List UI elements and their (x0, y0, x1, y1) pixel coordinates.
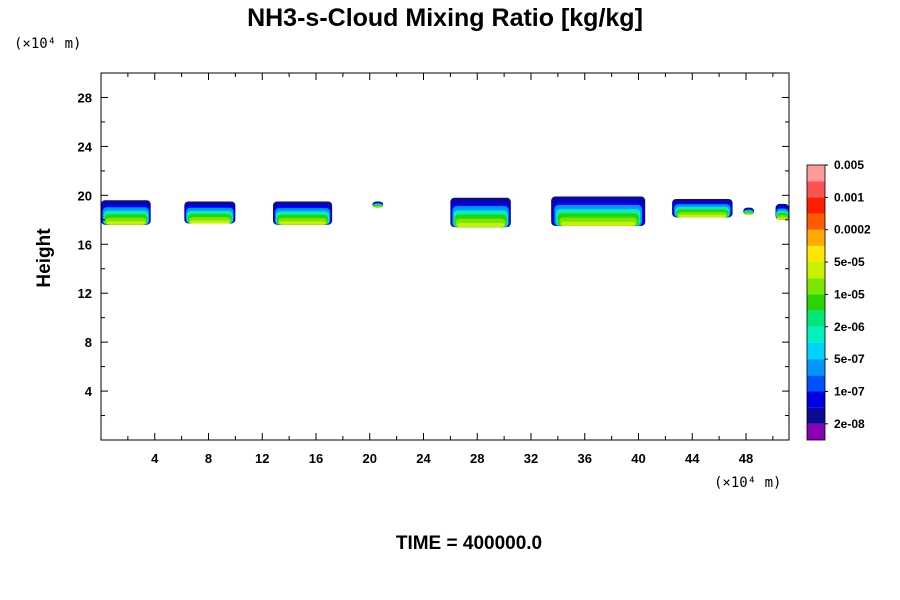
x-tick-label: 16 (309, 451, 323, 466)
colorbar-swatch (807, 342, 825, 360)
x-tick-label: 4 (151, 451, 159, 466)
y-unit-label: (×10⁴ m) (14, 36, 81, 52)
cloud-layer (776, 217, 788, 220)
x-tick-label: 28 (470, 451, 484, 466)
colorbar-swatch (807, 294, 825, 311)
cloud (743, 207, 755, 215)
cloud (184, 201, 236, 224)
chart-title: NH3-s-Cloud Mixing Ratio [kg/kg] (247, 4, 643, 32)
cloud (775, 203, 789, 220)
colorbar-label: 2e-08 (834, 417, 865, 431)
cloud (372, 201, 384, 208)
y-tick-label: 12 (78, 286, 92, 301)
x-tick-label: 44 (685, 451, 700, 466)
time-label: TIME = 400000.0 (396, 533, 542, 554)
colorbar-label: 0.0002 (834, 223, 871, 237)
colorbar-swatch (807, 165, 825, 182)
y-tick-label: 24 (78, 139, 93, 154)
cloud-layer (106, 221, 146, 225)
colorbar-swatch (807, 213, 825, 230)
colorbar-swatch (807, 423, 825, 440)
colorbar-swatch (807, 359, 825, 376)
x-tick-label: 8 (205, 451, 212, 466)
colorbar-swatch (807, 245, 825, 263)
cloud (450, 197, 511, 228)
cloud-layer (456, 222, 505, 228)
colorbar-swatch (807, 181, 825, 198)
colorbar-frame (806, 164, 826, 441)
cloud-layer (678, 214, 727, 218)
colorbar-label: 5e-05 (834, 255, 865, 269)
colorbar-swatch (807, 229, 825, 246)
colorbar-swatch (807, 326, 825, 343)
x-tick-label: 40 (631, 451, 645, 466)
y-axis-label: Height (34, 228, 55, 288)
colorbar-label: 0.001 (834, 190, 864, 204)
cloud-layer (744, 213, 753, 215)
cloud-layer (279, 221, 327, 225)
cloud (273, 201, 333, 225)
cloud (551, 196, 646, 226)
cloud (101, 200, 151, 225)
colorbar-label: 2e-06 (834, 320, 865, 334)
colorbar: 2e-08 1e-07 5e-07 2e-06 1e-05 5e-05 0.0002 0.00… (806, 158, 871, 441)
colorbar-swatch (807, 375, 825, 392)
colorbar-swatch (807, 278, 825, 295)
x-unit-label: (×10⁴ m) (714, 475, 781, 491)
x-tick-label: 32 (524, 451, 538, 466)
cloud-layer (560, 221, 636, 226)
x-tick-label: 36 (578, 451, 592, 466)
x-tick-label: 48 (739, 451, 753, 466)
colorbar-swatch (807, 310, 825, 327)
y-tick-label: 8 (85, 335, 92, 350)
cloud (672, 199, 733, 218)
x-tick-label: 24 (416, 451, 431, 466)
x-tick-label: 12 (255, 451, 269, 466)
colorbar-swatch (807, 391, 825, 408)
cloud-field (101, 196, 789, 228)
plot-frame (100, 72, 790, 441)
colorbar-label: 5e-07 (834, 352, 865, 366)
x-tick-label: 20 (363, 451, 377, 466)
cloud-layer (189, 220, 231, 224)
y-tick-label: 4 (85, 384, 93, 399)
colorbar-swatch (807, 407, 825, 424)
y-tick-label: 28 (78, 90, 92, 105)
y-tick-label: 16 (78, 237, 92, 252)
colorbar-swatch (807, 197, 825, 214)
colorbar-swatch (807, 262, 825, 279)
cloud-layer (373, 206, 383, 208)
colorbar-label: 0.005 (834, 158, 864, 172)
colorbar-label: 1e-05 (834, 287, 865, 301)
colorbar-label: 1e-07 (834, 384, 865, 398)
y-tick-label: 20 (78, 188, 92, 203)
